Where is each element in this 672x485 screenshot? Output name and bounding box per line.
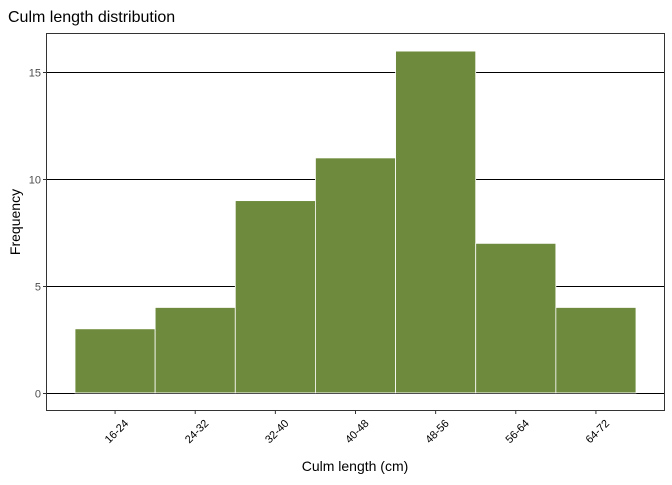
x-tick-label: 64-72 <box>584 418 612 446</box>
x-tick-label: 16-24 <box>103 418 131 446</box>
y-tick-label: 15 <box>29 68 41 80</box>
x-tick-label: 32-40 <box>263 418 291 446</box>
bar-48-56 <box>395 50 477 394</box>
x-axis-ticks: 16-24 24-32 32-40 40-48 48-56 56-64 64-72 <box>103 410 612 446</box>
bars <box>74 50 637 394</box>
y-tick-label: 0 <box>35 389 41 401</box>
bar-32-40 <box>234 200 316 394</box>
y-axis-label: Frequency <box>7 189 23 255</box>
bar-56-64 <box>475 242 557 394</box>
bar-24-32 <box>154 307 236 394</box>
bar-16-24 <box>74 328 156 394</box>
x-tick-label: 24-32 <box>183 418 211 446</box>
x-tick-label: 40-48 <box>343 418 371 446</box>
x-tick-label: 48-56 <box>423 418 451 446</box>
y-tick-label: 10 <box>29 175 41 187</box>
y-axis-ticks: 0 5 10 15 <box>29 68 47 401</box>
chart-title: Culm length distribution <box>8 9 175 26</box>
x-axis-label: Culm length (cm) <box>302 458 409 474</box>
y-tick-label: 5 <box>35 282 41 294</box>
x-tick-label: 56-64 <box>504 418 532 446</box>
bar-64-72 <box>555 307 637 394</box>
bar-40-48 <box>315 157 396 394</box>
